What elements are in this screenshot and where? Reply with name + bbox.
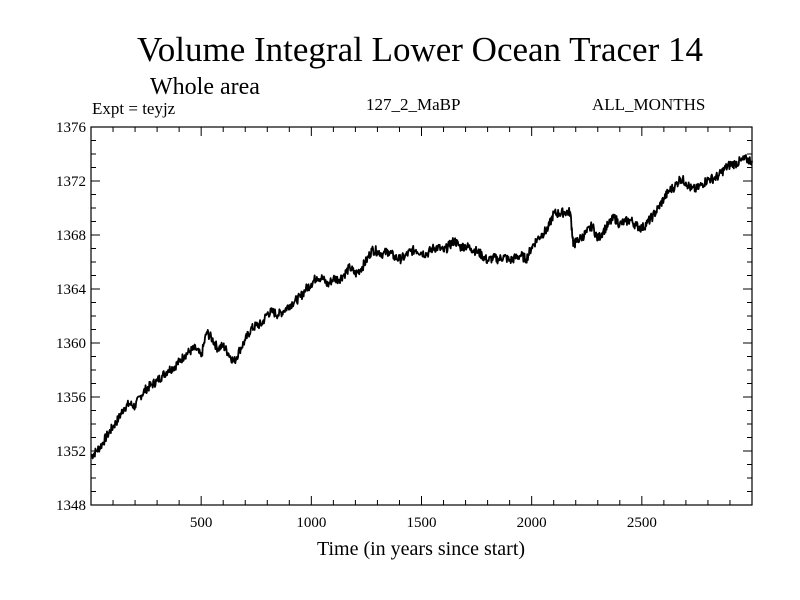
y-tick-label: 1376: [56, 120, 87, 136]
x-tick-label: 2000: [517, 515, 547, 531]
y-tick-label: 1360: [56, 336, 86, 352]
y-tick-label: 1364: [56, 282, 87, 298]
chart-subtitle: Whole area: [150, 74, 260, 100]
x-axis-label: Time (in years since start): [317, 538, 525, 560]
y-tick-label: 1356: [56, 390, 87, 406]
y-tick-label: 1352: [56, 444, 86, 460]
x-tick-label: 500: [190, 515, 213, 531]
period-label: ALL_MONTHS: [592, 95, 706, 114]
x-tick-label: 1500: [407, 515, 437, 531]
series-line: [90, 154, 753, 460]
x-tick-label: 2500: [627, 515, 657, 531]
y-tick-label: 1372: [56, 174, 86, 190]
x-tick-label: 1000: [296, 515, 326, 531]
plot-frame: [90, 126, 753, 506]
y-tick-label: 1348: [56, 498, 86, 514]
run-label: 127_2_MaBP: [366, 95, 461, 114]
y-tick-label: 1368: [56, 228, 86, 244]
experiment-label: Expt = teyjz: [92, 99, 176, 118]
chart-title: Volume Integral Lower Ocean Tracer 14: [137, 30, 703, 69]
